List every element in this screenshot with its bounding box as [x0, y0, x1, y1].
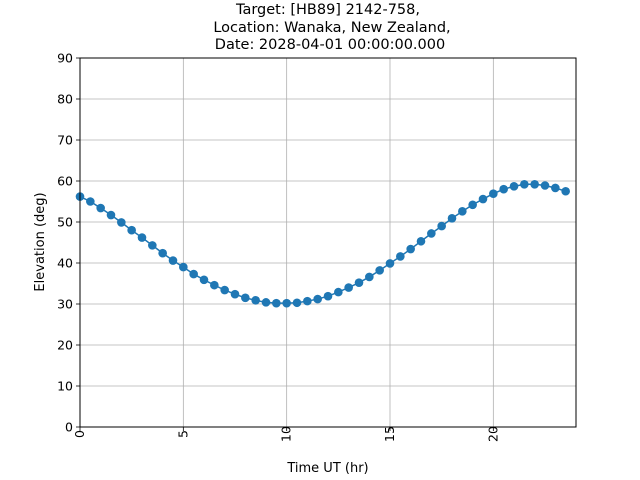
title-line-3: Date: 2028-04-01 00:00:00.000 [215, 37, 445, 53]
data-point [396, 252, 405, 261]
title-line-1: Target: [HB89] 2142-758, [235, 2, 420, 18]
data-point [127, 225, 136, 235]
data-point [385, 259, 395, 268]
data-point [292, 298, 302, 308]
data-point [354, 278, 364, 287]
data-point [468, 200, 477, 210]
data-point [86, 197, 95, 206]
data-point [478, 194, 488, 204]
data-point [137, 233, 147, 242]
data-point [334, 287, 343, 297]
chart-title: Target: [HB89] 2142-758, Location: Wanak… [213, 2, 450, 53]
data-point [96, 203, 105, 213]
data-point [199, 275, 209, 285]
data-point [561, 186, 570, 196]
data-point [499, 184, 508, 194]
x-tick-label: 10 [279, 426, 294, 442]
x-tick-label: 5 [175, 430, 190, 438]
data-point [458, 207, 467, 216]
data-point [509, 182, 519, 191]
y-tick-label: 10 [57, 379, 73, 394]
data-point [375, 266, 384, 275]
data-point [437, 221, 446, 231]
data-point [303, 296, 312, 306]
data-point [189, 269, 198, 279]
y-tick-label: 60 [57, 174, 73, 189]
data-point [530, 179, 539, 189]
data-point [406, 244, 415, 254]
y-tick-label: 30 [57, 297, 73, 312]
data-point [261, 298, 271, 307]
data-series [75, 179, 570, 308]
data-point [416, 236, 426, 246]
data-point [117, 218, 126, 227]
data-point [168, 256, 178, 265]
y-tick-label: 0 [65, 420, 73, 435]
data-point [313, 294, 322, 304]
data-point [251, 296, 260, 305]
data-point [551, 183, 560, 193]
data-point [427, 229, 436, 238]
y-axis-ticks: 0 10 20 30 40 50 60 70 80 90 [57, 51, 80, 435]
x-tick-label: 15 [382, 426, 397, 442]
y-axis-label: Elevation (deg) [33, 192, 48, 291]
data-point [179, 262, 188, 272]
y-tick-label: 50 [57, 215, 73, 230]
data-point [447, 214, 457, 223]
y-tick-label: 20 [57, 338, 73, 353]
data-point [230, 289, 240, 299]
data-point [158, 248, 167, 258]
y-tick-label: 90 [57, 51, 73, 66]
data-point [540, 181, 550, 190]
data-point [148, 241, 157, 250]
data-point [365, 272, 374, 282]
data-point [282, 298, 291, 308]
x-axis-ticks: 0 5 10 15 20 [72, 426, 500, 442]
title-line-2: Location: Wanaka, New Zealand, [213, 20, 450, 36]
data-point [323, 291, 333, 301]
x-tick-label: 20 [485, 426, 500, 442]
data-point [520, 179, 529, 189]
data-point [106, 210, 116, 220]
y-tick-label: 40 [57, 256, 73, 271]
data-point [241, 293, 250, 303]
plot-frame [79, 57, 577, 428]
data-point [210, 280, 219, 290]
x-axis-label: Time UT (hr) [286, 461, 368, 476]
data-point [344, 283, 353, 292]
data-point [272, 298, 281, 308]
data-point [220, 285, 229, 295]
y-tick-label: 70 [57, 133, 73, 148]
x-tick-label: 0 [72, 430, 87, 438]
data-point [489, 189, 498, 199]
y-tick-label: 80 [57, 92, 73, 107]
